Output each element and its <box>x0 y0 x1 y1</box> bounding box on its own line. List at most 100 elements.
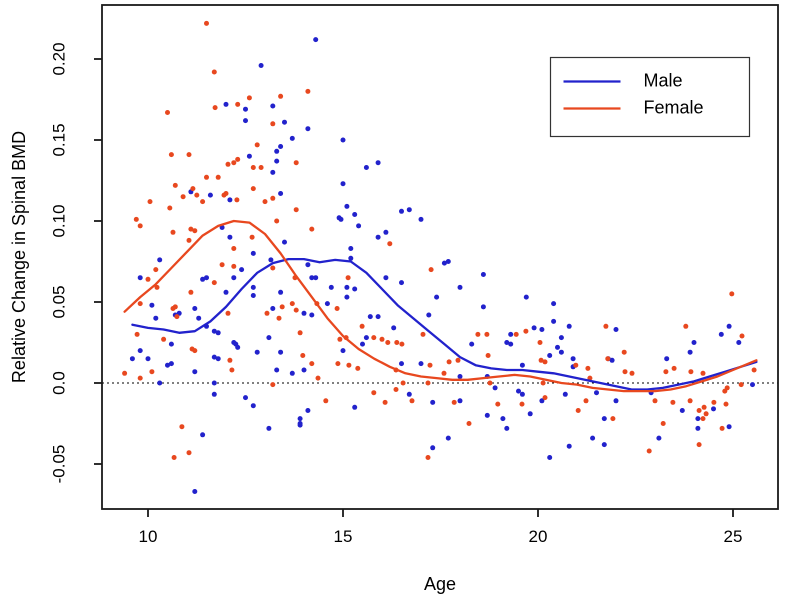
female-point <box>427 362 433 368</box>
male-point <box>547 455 553 460</box>
female-point <box>428 267 434 273</box>
legend-box <box>549 56 751 138</box>
female-point <box>170 229 176 235</box>
female-point <box>495 401 501 407</box>
female-point <box>194 192 200 198</box>
male-point <box>367 314 373 320</box>
male-point <box>695 416 701 422</box>
male-point <box>656 435 662 441</box>
male-point <box>726 424 732 430</box>
x-tick-label: 20 <box>529 527 548 546</box>
female-point <box>246 95 252 101</box>
male-point <box>609 357 615 363</box>
female-point <box>371 390 377 396</box>
male-point <box>551 318 557 324</box>
male-point <box>406 207 412 213</box>
female-point <box>211 280 217 286</box>
female-point <box>165 110 170 115</box>
male-point <box>523 294 529 300</box>
male-point <box>235 344 241 350</box>
female-point <box>323 398 329 404</box>
female-point <box>249 234 255 240</box>
plot-frame <box>101 4 779 510</box>
male-point <box>157 380 163 386</box>
x-axis-title: Age <box>424 574 456 594</box>
male-point <box>570 356 576 362</box>
female-point <box>262 199 268 205</box>
female-point <box>723 401 729 407</box>
male-point <box>254 349 260 355</box>
female-point <box>186 450 192 456</box>
male-point <box>250 250 256 256</box>
female-point <box>309 361 315 367</box>
male-point <box>328 284 334 290</box>
female-point <box>703 411 709 417</box>
legend-label-male: Male <box>644 70 683 90</box>
male-point <box>363 335 369 341</box>
female-point <box>475 331 481 337</box>
male-point <box>562 391 568 397</box>
female-point <box>441 370 447 376</box>
female-point <box>264 310 270 316</box>
male-point <box>192 306 198 311</box>
female-point <box>179 424 185 430</box>
female-point <box>186 237 192 243</box>
male-point <box>519 362 525 368</box>
female-point <box>485 353 491 358</box>
female-point <box>371 335 377 341</box>
male-point <box>268 257 274 263</box>
female-point <box>235 101 241 107</box>
female-point <box>751 367 757 373</box>
male-point <box>590 435 596 441</box>
male-point <box>539 398 545 404</box>
male-point <box>383 229 389 235</box>
male-point <box>137 348 143 354</box>
female-point <box>171 455 177 460</box>
male-point <box>457 284 463 290</box>
male-point <box>531 325 537 331</box>
male-point <box>558 349 564 355</box>
female-point <box>254 142 260 148</box>
female-point <box>700 370 706 376</box>
male-point <box>348 246 354 251</box>
female-point <box>278 93 284 99</box>
male-point <box>266 335 272 341</box>
female-point <box>200 199 206 205</box>
male-point <box>399 208 404 214</box>
female-point <box>204 20 209 26</box>
female-point <box>542 395 548 401</box>
male-point <box>340 181 346 187</box>
female-point <box>170 306 176 311</box>
x-tick-label: 15 <box>334 527 353 546</box>
male-point <box>196 315 202 321</box>
female-point <box>722 388 728 394</box>
female-point <box>161 336 167 342</box>
female-point <box>382 399 388 405</box>
female-point <box>293 160 299 166</box>
male-point <box>539 327 545 332</box>
male-point <box>250 293 256 298</box>
male-point <box>250 284 256 290</box>
male-smooth-curve <box>131 257 758 391</box>
male-point <box>192 369 198 375</box>
female-point <box>393 387 399 392</box>
male-point <box>211 391 217 397</box>
male-point <box>297 421 303 426</box>
female-point <box>425 455 431 460</box>
male-point <box>278 349 284 355</box>
female-point <box>660 421 666 426</box>
female-point <box>622 369 628 375</box>
female-point <box>610 416 616 422</box>
female-point <box>234 197 240 203</box>
male-point <box>375 234 381 240</box>
male-point <box>324 301 330 307</box>
female-point <box>134 331 140 337</box>
male-point <box>200 276 206 282</box>
male-point <box>243 106 248 112</box>
male-point <box>566 323 572 329</box>
y-tick-label: 0.20 <box>49 42 68 75</box>
female-point <box>274 218 280 224</box>
female-point <box>334 306 340 311</box>
female-point <box>149 369 155 375</box>
male-point <box>418 361 424 367</box>
